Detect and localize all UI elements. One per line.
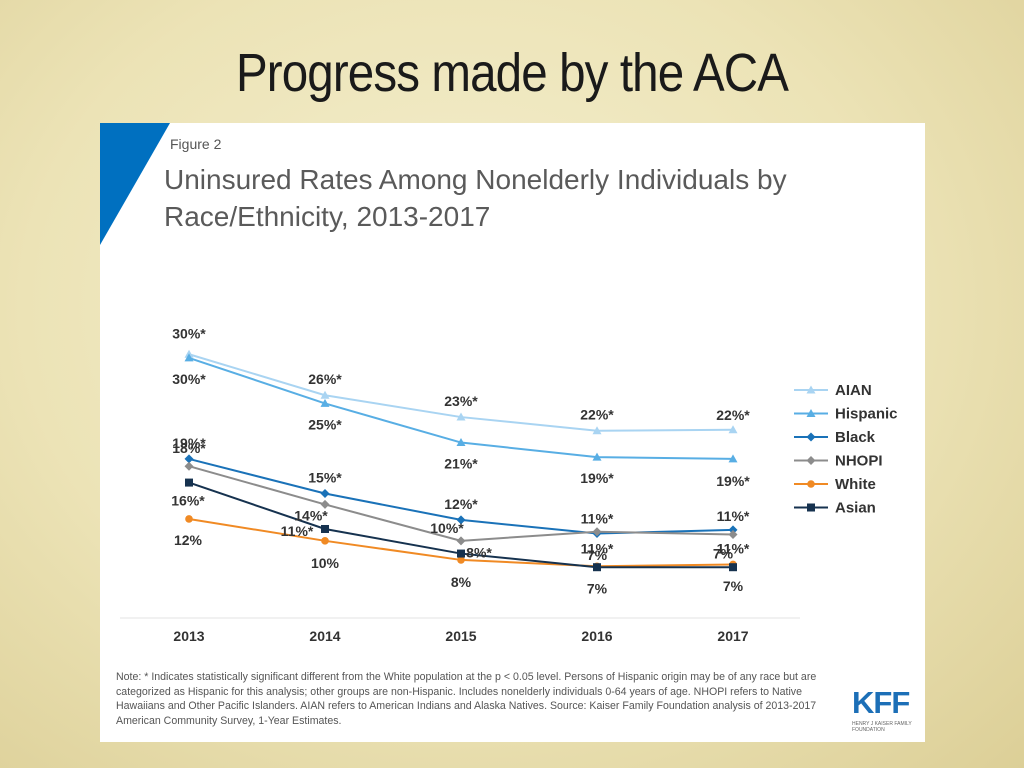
data-label-aian-2016: 22%* <box>580 407 614 423</box>
data-point-nhopi-2014 <box>320 499 330 509</box>
data-label-nhopi-2016: 11%* <box>581 541 614 557</box>
data-label-black-2017: 11%* <box>717 508 750 524</box>
legend-marker-aian <box>806 385 816 394</box>
data-label-hispanic-2013: 30%* <box>172 371 206 387</box>
data-label-hispanic-2014: 25%* <box>308 416 342 432</box>
data-point-asian-2016 <box>593 563 601 572</box>
legend-label-asian: Asian <box>835 500 876 517</box>
legend-label-aian: AIAN <box>835 382 872 399</box>
kff-logo-subtitle: HENRY J KAISER FAMILY FOUNDATION <box>852 721 912 733</box>
x-tick-label-2013: 2013 <box>173 628 204 644</box>
data-point-asian-2014 <box>321 524 329 533</box>
data-label-hispanic-2016: 19%* <box>580 470 614 486</box>
legend-marker-asian <box>807 503 815 512</box>
data-point-white-2013 <box>185 515 193 523</box>
data-point-black-2017 <box>728 525 738 535</box>
data-point-hispanic-2017 <box>728 454 738 463</box>
data-label-hispanic-2015: 21%* <box>444 456 478 472</box>
slide-title: Progress made by the ACA <box>235 43 789 103</box>
data-point-hispanic-2014 <box>320 398 330 407</box>
data-label-white-2015: 8% <box>451 574 472 590</box>
data-label-nhopi-2015: 10%* <box>430 520 464 536</box>
data-label-aian-2013: 30%* <box>172 325 206 341</box>
data-label-black-2016: 11%* <box>581 511 614 527</box>
data-label-asian-2016: 7% <box>587 547 608 563</box>
data-point-aian-2015 <box>456 412 466 421</box>
data-label-white-2013: 12% <box>174 532 203 548</box>
data-label-asian-2017: 7% <box>723 578 744 594</box>
data-label-white-2016: 7% <box>587 580 608 596</box>
data-point-nhopi-2017 <box>728 529 738 539</box>
legend-label-black: Black <box>835 429 876 446</box>
legend-marker-hispanic <box>806 409 816 417</box>
data-point-asian-2013 <box>185 478 193 487</box>
figure-label: Figure 2 <box>170 136 222 152</box>
data-label-nhopi-2014: 14%* <box>294 507 328 523</box>
line-chart: 30%* 26%* 23%* 22%* 22%* 30%* 25%* 21%* 19%* 19%*… <box>120 325 898 644</box>
data-label-black-2015: 12%* <box>444 496 478 512</box>
kff-logo-mark: KFF <box>852 685 910 720</box>
kff-logo: KFF HENRY J KAISER FAMILY FOUNDATION <box>852 685 916 734</box>
data-label-asian-2015: 8%* <box>466 545 492 561</box>
data-label-asian-2014: 11%* <box>281 523 314 539</box>
chart-note: Note: * Indicates statistically signific… <box>116 671 817 727</box>
legend-label-nhopi: NHOPI <box>835 453 883 470</box>
data-point-nhopi-2013 <box>184 461 194 471</box>
data-point-aian-2014 <box>320 390 330 399</box>
corner-accent <box>100 123 170 245</box>
legend-label-hispanic: Hispanic <box>835 406 898 423</box>
x-tick-label-2017: 2017 <box>717 628 748 644</box>
data-point-asian-2015 <box>457 549 465 558</box>
legend-marker-white <box>807 480 815 488</box>
x-tick-label-2015: 2015 <box>445 628 476 644</box>
data-point-black-2015 <box>456 515 466 525</box>
data-point-nhopi-2016 <box>592 527 602 537</box>
data-point-white-2015 <box>457 556 465 564</box>
data-label-aian-2015: 23%* <box>444 393 478 409</box>
legend-label-white: White <box>835 476 876 493</box>
data-label-black-2013: 19%* <box>172 435 206 451</box>
data-label-hispanic-2017: 19%* <box>716 473 750 489</box>
figure-card: Figure 2 Uninsured Rates Among Nonelderl… <box>100 123 925 742</box>
data-point-hispanic-2015 <box>456 438 466 447</box>
data-label-white-2017: 7% <box>713 545 734 561</box>
legend-marker-nhopi <box>806 456 816 465</box>
legend-marker-black <box>806 432 816 442</box>
data-label-nhopi-2017: 11%* <box>717 540 750 556</box>
data-label-asian-2013: 16%* <box>171 493 205 509</box>
data-point-aian-2017 <box>728 425 738 434</box>
chart-title: Uninsured Rates Among Nonelderly Individ… <box>164 164 787 232</box>
data-label-black-2014: 15%* <box>308 470 342 486</box>
data-point-white-2014 <box>321 537 329 545</box>
data-label-white-2014: 10% <box>311 555 340 571</box>
data-point-nhopi-2015 <box>456 536 466 546</box>
data-point-hispanic-2013 <box>184 353 194 362</box>
data-point-black-2013 <box>184 454 194 464</box>
data-point-asian-2017 <box>729 563 737 572</box>
data-label-nhopi-2013: 18%* <box>172 440 206 456</box>
data-point-aian-2016 <box>592 426 602 435</box>
data-point-black-2014 <box>320 489 330 498</box>
x-tick-label-2016: 2016 <box>581 628 612 644</box>
data-label-aian-2014: 26%* <box>308 371 342 387</box>
x-tick-label-2014: 2014 <box>309 628 340 644</box>
data-label-aian-2017: 22%* <box>716 407 750 423</box>
data-point-hispanic-2016 <box>592 452 602 461</box>
